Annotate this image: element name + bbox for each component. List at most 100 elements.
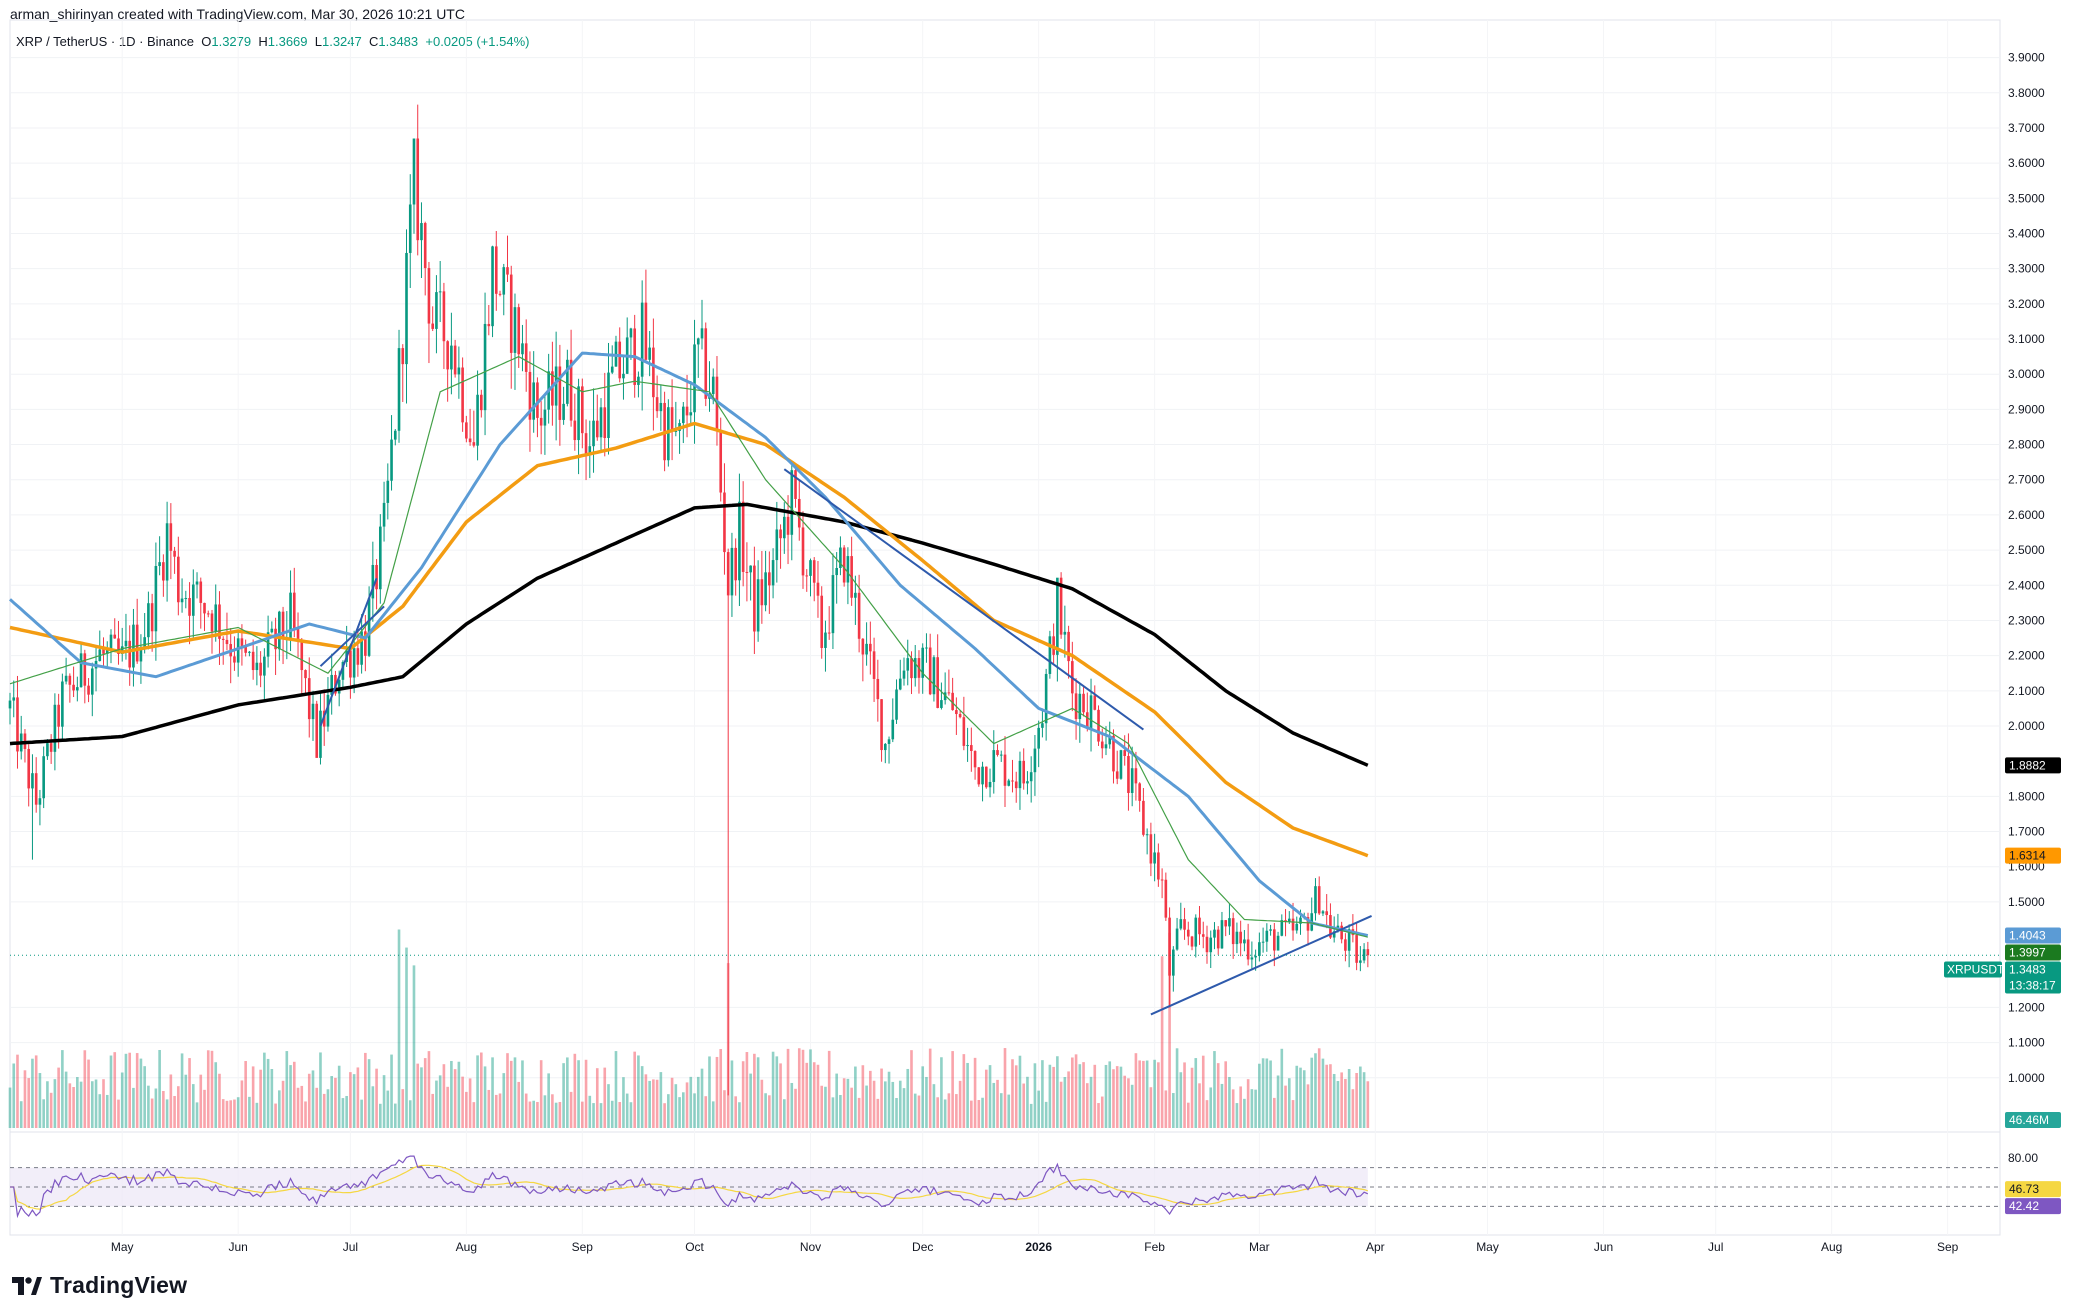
volume-bar: [741, 1061, 745, 1128]
volume-bar: [689, 1076, 693, 1128]
candle-body: [446, 341, 449, 370]
candle-body: [158, 562, 161, 566]
volume-bar: [379, 1103, 382, 1128]
volume-bar: [779, 1063, 782, 1128]
volume-bar: [184, 1074, 188, 1128]
candle-body: [1344, 939, 1347, 951]
price-tick-label: 3.4000: [2008, 226, 2045, 240]
volume-bar: [94, 1079, 98, 1128]
candle-body: [1037, 727, 1040, 749]
candle-body: [1127, 755, 1130, 793]
volume-bar: [304, 1101, 307, 1128]
candle-body: [764, 572, 767, 606]
candle-body: [203, 602, 206, 614]
candle-body: [1160, 879, 1164, 881]
candle-body: [1213, 929, 1216, 938]
volume-bar: [12, 1063, 16, 1128]
candle-body: [1100, 741, 1104, 749]
candle-body: [820, 595, 824, 648]
volume-bar: [648, 1080, 651, 1128]
volume-bar: [1007, 1094, 1011, 1128]
candle-body: [423, 223, 427, 269]
volume-bar: [1213, 1051, 1216, 1128]
volume-bar: [667, 1094, 670, 1128]
rsi-axis-label: 80.00: [2008, 1151, 2038, 1165]
candle-body: [517, 307, 521, 355]
price-tick-label: 2.9000: [2008, 402, 2045, 416]
volume-bar: [693, 1093, 696, 1128]
candle-body: [1123, 750, 1127, 756]
volume-bar: [1067, 1071, 1070, 1128]
volume-bar: [1325, 1064, 1329, 1128]
volume-bar: [809, 1049, 812, 1128]
price-badge-label: 1.3483: [2009, 963, 2046, 977]
volume-bar: [457, 1061, 461, 1128]
volume-bar: [603, 1067, 607, 1128]
candle-body: [883, 743, 887, 751]
time-tick-label: Feb: [1144, 1240, 1165, 1254]
candle-body: [79, 653, 83, 688]
candle-body: [745, 571, 749, 573]
volume-bar: [375, 1068, 378, 1128]
volume-bar: [644, 1074, 648, 1128]
tradingview-logo[interactable]: TradingView: [12, 1272, 187, 1299]
candle-body: [450, 345, 453, 370]
candle-body: [1026, 781, 1029, 784]
volume-bar: [8, 1087, 12, 1128]
candle-body: [644, 302, 648, 360]
volume-bar: [977, 1100, 981, 1128]
close-value: 1.3483: [378, 34, 419, 49]
candle-body: [1265, 930, 1269, 942]
price-tick-label: 1.2000: [2008, 1000, 2045, 1014]
candle-body: [1216, 929, 1220, 949]
candle-body: [670, 407, 674, 432]
volume-bar: [427, 1051, 431, 1128]
candle-body: [1048, 636, 1052, 674]
volume-bar: [322, 1093, 326, 1128]
volume-bar: [670, 1077, 674, 1128]
candle-body: [1115, 771, 1119, 779]
candle-body: [442, 291, 446, 342]
volume-bar: [453, 1069, 457, 1128]
volume-bar: [423, 1058, 427, 1128]
volume-bar: [19, 1101, 23, 1128]
volume-bar: [1261, 1058, 1265, 1128]
volume-bar: [921, 1066, 925, 1128]
volume-bar: [1231, 1089, 1235, 1128]
volume-bar: [349, 1072, 352, 1128]
volume-bar: [1029, 1103, 1033, 1128]
volume-bar: [958, 1080, 962, 1128]
candle-body: [87, 685, 90, 695]
candle-body: [749, 565, 752, 573]
volume-bar: [842, 1078, 846, 1128]
volume-bar: [1347, 1069, 1351, 1128]
candle-body: [90, 668, 94, 695]
candle-body: [577, 386, 580, 441]
candle-body: [1093, 695, 1097, 710]
volume-bar: [1317, 1048, 1321, 1128]
candle-body: [49, 743, 53, 752]
candle-body: [221, 638, 225, 640]
candle-body: [1089, 695, 1093, 729]
volume-bar: [524, 1093, 528, 1128]
volume-bar: [584, 1059, 588, 1128]
volume-bar: [569, 1091, 573, 1128]
price-tick-label: 2.3000: [2008, 613, 2045, 627]
candle-body: [947, 692, 951, 694]
time-tick-label: Dec: [912, 1240, 933, 1254]
volume-bar: [1011, 1059, 1014, 1128]
volume-bar: [558, 1101, 562, 1128]
volume-bar: [1127, 1078, 1130, 1128]
volume-bar: [1168, 932, 1171, 1128]
candle-body: [494, 246, 498, 294]
time-tick-label: Mar: [1249, 1240, 1270, 1254]
volume-bar: [681, 1092, 685, 1128]
volume-bar: [547, 1073, 550, 1128]
candle-body: [296, 628, 300, 641]
candle-body: [696, 338, 700, 345]
symbol-label[interactable]: XRP / TetherUS · 1D · Binance: [16, 34, 194, 49]
candle-body: [962, 717, 966, 746]
candle-body: [165, 523, 169, 581]
volume-bar: [1321, 1058, 1325, 1128]
